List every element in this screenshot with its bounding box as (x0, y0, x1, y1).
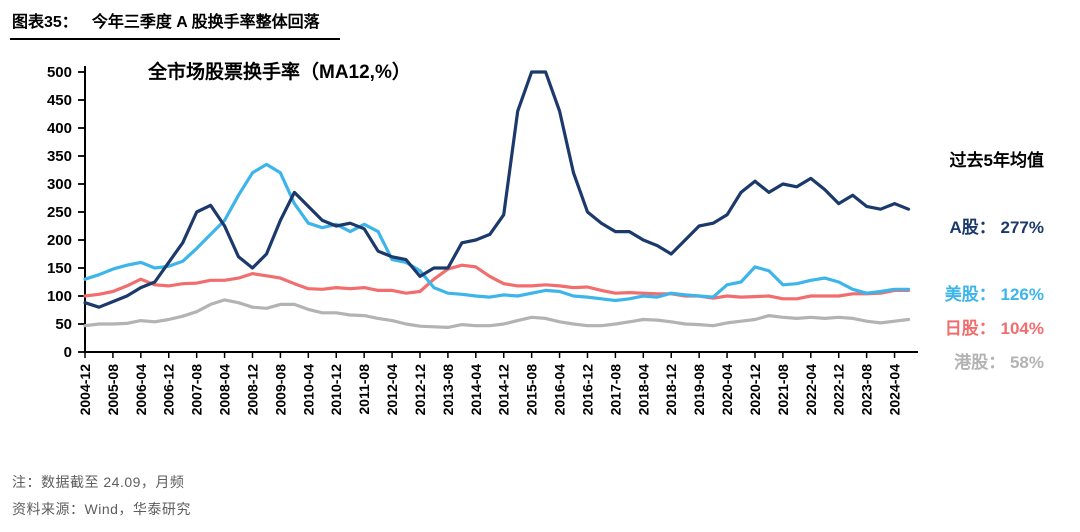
y-tick-label: 350 (47, 148, 72, 165)
figure-title: 今年三季度 A 股换手率整体回落 (91, 14, 320, 31)
x-tick-label: 2014-12 (496, 364, 512, 416)
y-tick-label: 250 (47, 204, 72, 221)
y-tick-label: 400 (47, 120, 72, 137)
series-line-0 (83, 70, 911, 309)
avg-annotation-title: 过去5年均值 (950, 150, 1044, 170)
x-tick-label: 2020-12 (747, 364, 763, 416)
chart-title: 全市场股票换手率（MA12,%） (147, 60, 411, 83)
x-tick-label: 2022-12 (831, 364, 847, 416)
x-tick-label: 2015-08 (524, 364, 540, 416)
x-tick-label: 2014-04 (468, 364, 484, 416)
y-tick-label: 100 (47, 288, 72, 305)
avg-annotation-2: 日股： 104% (945, 319, 1044, 338)
x-tick-label: 2018-04 (635, 364, 651, 416)
x-tick-label: 2016-12 (579, 364, 595, 416)
avg-annotation-3: 港股： 58% (954, 352, 1044, 372)
x-tick-label: 2009-08 (272, 364, 288, 416)
x-tick-label: 2005-08 (105, 364, 121, 416)
x-tick-label: 2017-08 (607, 364, 623, 416)
series-line-2 (83, 263, 911, 301)
y-tick-label: 300 (47, 176, 72, 193)
x-tick-label: 2019-08 (691, 364, 707, 416)
x-tick-label: 2012-04 (384, 364, 400, 416)
footnote-note: 注：数据截至 24.09，月频 (12, 474, 185, 490)
x-tick-label: 2023-08 (859, 364, 875, 416)
x-tick-label: 2008-04 (217, 364, 233, 416)
x-tick-label: 2020-04 (719, 364, 735, 416)
avg-annotation-0: A股： 277% (950, 218, 1044, 237)
figure-number: 图表35： (12, 14, 78, 31)
x-tick-label: 2010-04 (300, 364, 316, 416)
y-tick-label: 50 (55, 316, 72, 333)
x-tick-label: 2004-12 (77, 364, 93, 416)
x-tick-label: 2012-12 (412, 364, 428, 416)
y-tick-label: 450 (47, 92, 72, 109)
y-tick-label: 500 (47, 64, 72, 81)
x-tick-label: 2008-12 (244, 364, 260, 416)
x-tick-label: 2006-04 (133, 364, 149, 416)
x-tick-label: 2006-12 (161, 364, 177, 416)
x-tick-label: 2010-12 (328, 364, 344, 416)
x-tick-label: 2021-08 (775, 364, 791, 416)
x-tick-label: 2007-08 (189, 364, 205, 416)
avg-annotation-1: 美股： 126% (945, 284, 1044, 304)
y-tick-label: 150 (47, 260, 72, 277)
figure-header: 图表35： 今年三季度 A 股换手率整体回落 (10, 6, 340, 40)
x-tick-label: 2013-08 (440, 364, 456, 416)
y-tick-label: 0 (64, 344, 72, 361)
x-tick-label: 2022-04 (803, 364, 819, 416)
footnote-source: 资料来源：Wind，华泰研究 (12, 501, 191, 517)
x-tick-label: 2024-04 (887, 364, 903, 416)
x-tick-label: 2011-08 (356, 364, 372, 415)
turnover-line-chart: 0 50 100 150 200 250 300 350 400 450 500 2004-12 200… (47, 60, 1044, 416)
x-tick-label: 2016-04 (552, 364, 568, 416)
y-tick-label: 200 (47, 232, 72, 249)
x-tick-label: 2018-12 (663, 364, 679, 416)
series-line-3 (83, 298, 911, 329)
